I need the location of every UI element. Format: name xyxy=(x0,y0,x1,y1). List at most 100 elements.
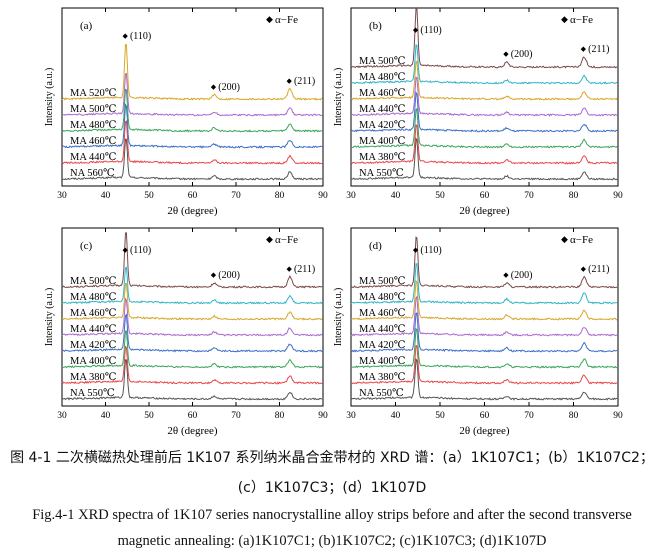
legend-marker: ◆ xyxy=(266,234,273,244)
series-label: MA 460℃ xyxy=(70,308,117,319)
series-label: NA 550℃ xyxy=(359,388,404,399)
x-tick-label: 70 xyxy=(524,411,534,421)
caption-en-line2: magnetic annealing: (a)1K107C1; (b)1K107… xyxy=(117,533,547,549)
x-tick-label: 30 xyxy=(346,191,356,201)
series-label: MA 520℃ xyxy=(70,88,117,99)
x-tick-label: 60 xyxy=(480,411,490,421)
series-line xyxy=(350,279,618,321)
series-line xyxy=(350,295,618,337)
xrd-figure: 30 40 50 60 70 80 90 2θ (degree) Intensity (a.u.… xyxy=(44,6,623,437)
x-tick-label: 30 xyxy=(57,411,67,421)
legend-label: α−Fe xyxy=(275,14,298,26)
series-label: MA 480℃ xyxy=(70,292,117,303)
series-line xyxy=(61,43,323,101)
series-label: MA 400℃ xyxy=(70,356,117,367)
x-tick-label: 80 xyxy=(569,411,579,421)
peak-label: (110) xyxy=(130,31,151,42)
series-label: MA 440℃ xyxy=(70,324,117,335)
series-line xyxy=(350,107,618,149)
legend-label: α−Fe xyxy=(570,234,593,246)
series-line xyxy=(350,6,618,69)
peak-marker: ◆ xyxy=(581,265,587,273)
series-line xyxy=(61,297,323,337)
x-tick-label: 30 xyxy=(346,411,356,421)
x-axis-label: 2θ (degree) xyxy=(167,205,217,217)
x-tick-label: 90 xyxy=(318,191,328,201)
y-axis-label: Intensity (a.u.) xyxy=(333,68,344,127)
peak-label: (110) xyxy=(420,25,441,36)
series-label: MA 440℃ xyxy=(70,152,117,163)
series-line xyxy=(61,138,323,181)
series-label: MA 420℃ xyxy=(359,120,406,131)
x-tick-label: 50 xyxy=(435,191,445,201)
peak-marker: ◆ xyxy=(581,45,587,53)
series-line xyxy=(61,330,323,369)
peak-marker: ◆ xyxy=(413,246,419,254)
series-line xyxy=(350,327,618,369)
series-line xyxy=(350,312,618,353)
x-axis-label: 2θ (degree) xyxy=(459,425,509,437)
series-line xyxy=(350,236,618,289)
peak-label: (110) xyxy=(420,245,441,256)
series-label: MA 480℃ xyxy=(359,292,406,303)
peak-label: (211) xyxy=(294,76,315,87)
peak-marker: ◆ xyxy=(503,50,509,58)
series-label: MA 400℃ xyxy=(359,136,406,147)
peak-label: (211) xyxy=(588,44,609,55)
x-tick-label: 40 xyxy=(101,411,111,421)
caption-en-line1: Fig.4-1 XRD spectra of 1K107 series nano… xyxy=(32,507,632,523)
peak-marker: ◆ xyxy=(122,246,128,254)
peak-label: (110) xyxy=(130,245,151,256)
peak-marker: ◆ xyxy=(211,271,217,279)
series-line xyxy=(350,358,618,401)
peak-marker: ◆ xyxy=(503,271,509,279)
x-tick-label: 50 xyxy=(435,411,445,421)
legend-label: α−Fe xyxy=(570,14,593,26)
peak-label: (200) xyxy=(511,270,533,281)
series-label: MA 380℃ xyxy=(70,372,117,383)
series-label: MA 460℃ xyxy=(359,88,406,99)
series-label: NA 550℃ xyxy=(359,168,404,179)
peak-marker: ◆ xyxy=(211,83,217,91)
panel-label: (b) xyxy=(369,20,382,32)
peak-label: (200) xyxy=(218,270,240,281)
series-label: MA 420℃ xyxy=(359,340,406,351)
series-line xyxy=(62,282,323,321)
x-tick-label: 50 xyxy=(144,411,154,421)
peak-label: (211) xyxy=(588,264,609,275)
series-label: MA 400℃ xyxy=(359,356,406,367)
series-label: MA 440℃ xyxy=(359,324,406,335)
x-tick-label: 70 xyxy=(231,411,241,421)
x-tick-label: 70 xyxy=(524,191,534,201)
panel-d: 30 40 50 60 70 80 90 2θ (degree) Intensity (a.u.… xyxy=(333,227,623,437)
series-line xyxy=(350,44,618,85)
legend-marker: ◆ xyxy=(266,14,273,24)
series-label: MA 420℃ xyxy=(70,340,117,351)
series-label: MA 380℃ xyxy=(359,372,406,383)
x-tick-label: 70 xyxy=(231,191,241,201)
panel-label: (d) xyxy=(369,240,382,252)
series-line xyxy=(61,232,323,289)
series-line xyxy=(350,124,618,165)
x-tick-label: 60 xyxy=(188,191,198,201)
series-label: MA 500℃ xyxy=(70,276,117,287)
series-label: MA 460℃ xyxy=(359,308,406,319)
x-axis-label: 2θ (degree) xyxy=(167,425,217,437)
y-axis-label: Intensity (a.u.) xyxy=(333,288,344,347)
caption-zh-line2: (c）1K107C3；(d）1K107D xyxy=(237,480,427,496)
series-label: MA 500℃ xyxy=(359,56,406,67)
series-label: MA 500℃ xyxy=(70,104,117,115)
peak-label: (200) xyxy=(511,49,533,60)
series-line xyxy=(350,263,618,305)
x-tick-label: 80 xyxy=(569,191,579,201)
series-line xyxy=(61,359,323,401)
series-line xyxy=(61,103,323,149)
series-label: MA 440℃ xyxy=(359,104,406,115)
series-label: NA 560℃ xyxy=(70,168,115,179)
x-tick-label: 90 xyxy=(318,411,328,421)
series-label: MA 480℃ xyxy=(359,72,406,83)
series-line xyxy=(61,266,323,305)
x-tick-label: 40 xyxy=(391,411,401,421)
caption-zh-line1: 图 4-1 二次横磁热处理前后 1K107 系列纳米晶合金带材的 XRD 谱：(… xyxy=(10,450,654,466)
panel-label: (a) xyxy=(80,20,93,32)
